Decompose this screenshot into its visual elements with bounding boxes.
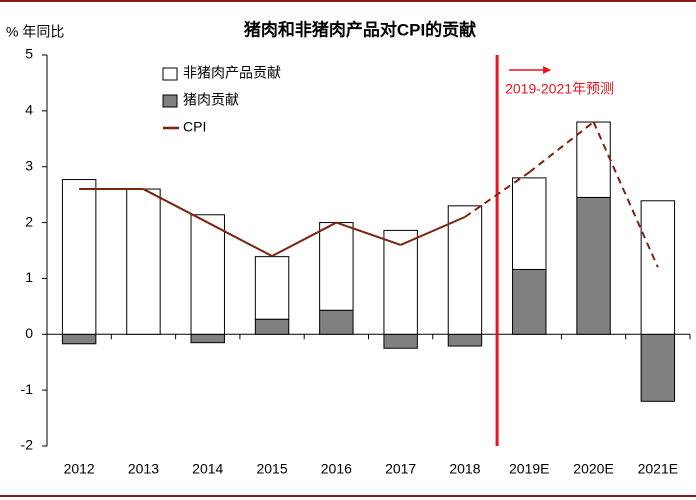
legend-label: 猪肉贡献: [183, 92, 239, 108]
bar-segment: [319, 309, 354, 335]
y-tick-label: 1: [25, 269, 33, 285]
bar-segment: [190, 214, 225, 335]
bar-segment: [319, 222, 354, 311]
forecast-annotation: 2019-2021年预测: [505, 81, 614, 97]
bar-segment: [383, 333, 418, 349]
bar-segment: [640, 333, 676, 402]
bar-segment: [126, 188, 161, 335]
y-tick-label: 0: [25, 325, 33, 341]
y-tick-label: 3: [25, 157, 33, 173]
bar-segment: [512, 268, 547, 335]
cpi-line-segment: [464, 171, 530, 218]
y-tick-label: -1: [21, 381, 34, 397]
bar-segment: [512, 177, 547, 270]
cpi-line-segment: [336, 221, 401, 246]
bar-segment: [254, 256, 290, 320]
y-tick-label: 2: [25, 213, 33, 229]
x-tick-label: 2016: [321, 461, 352, 477]
legend-label: 非猪肉产品贡献: [183, 65, 281, 81]
x-tick-label: 2017: [385, 461, 416, 477]
y-tick-label: -2: [21, 437, 34, 453]
y-tick-label: 4: [25, 102, 33, 118]
x-tick-label: 2019E: [509, 461, 549, 477]
x-tick-label: 2020E: [573, 461, 613, 477]
legend-swatch: [162, 67, 178, 81]
y-tick-label: 5: [25, 46, 33, 62]
bar-segment: [190, 333, 225, 344]
bar-segment: [640, 200, 676, 335]
legend-swatch: [162, 94, 178, 108]
bar-segment: [61, 179, 97, 335]
cpi-line-segment: [271, 221, 337, 257]
chart-title: 猪肉和非猪肉产品对CPI的贡献: [244, 19, 476, 39]
y-axis-label: % 年同比: [6, 24, 64, 40]
x-tick-label: 2012: [64, 461, 95, 477]
x-tick-label: 2013: [128, 461, 159, 477]
cpi-line-segment: [142, 188, 209, 224]
cpi-line-segment: [528, 121, 595, 174]
bar-segment: [576, 196, 611, 335]
x-tick-label: 2021E: [638, 461, 678, 477]
bar-segment: [447, 205, 483, 335]
bar-segment: [254, 318, 290, 335]
cpi-line-segment: [207, 221, 273, 257]
bar-segment: [61, 333, 97, 345]
legend-label: CPI: [183, 119, 206, 135]
x-tick-label: 2014: [192, 461, 223, 477]
bar-segment: [383, 229, 418, 335]
x-tick-label: 2018: [449, 461, 480, 477]
bar-segment: [447, 333, 483, 347]
cpi-line-segment: [400, 216, 466, 246]
x-tick-label: 2015: [256, 461, 287, 477]
forecast-arrow-head: [543, 66, 552, 74]
cpi-line-segment: [592, 121, 659, 268]
bar-segment: [576, 121, 611, 198]
